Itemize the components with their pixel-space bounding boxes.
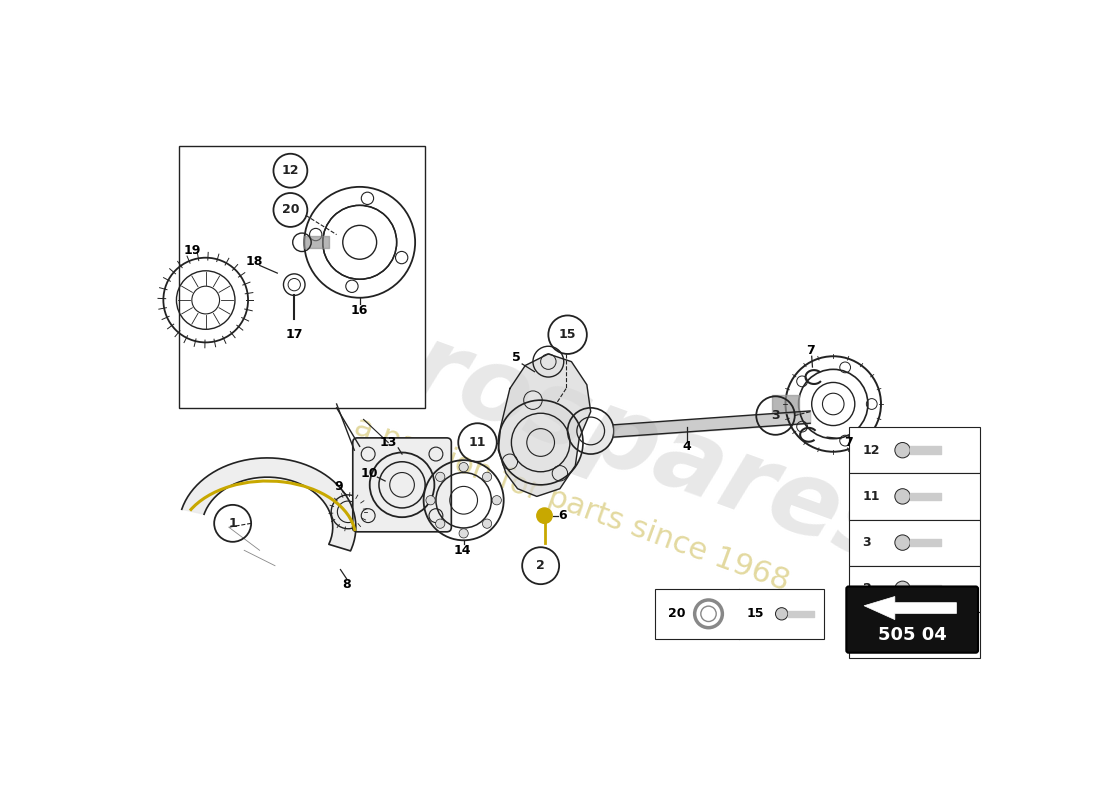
Text: 3: 3 [862,536,871,549]
Circle shape [492,496,502,505]
Text: 12: 12 [862,444,880,457]
Bar [178,146,425,408]
Text: 10: 10 [361,467,378,480]
Circle shape [483,519,492,528]
Text: 11: 11 [469,436,486,449]
Text: 2: 2 [537,559,544,572]
Circle shape [459,529,469,538]
Text: 6: 6 [559,509,568,522]
Circle shape [895,535,911,550]
Circle shape [895,442,911,458]
Text: 9: 9 [334,480,343,493]
Text: 3: 3 [771,409,780,422]
Polygon shape [498,354,591,496]
Circle shape [701,606,716,622]
Text: 505 04: 505 04 [878,626,946,644]
Text: 20: 20 [282,203,299,217]
Text: 7: 7 [845,436,853,449]
Text: 4: 4 [683,440,691,453]
Bar [849,519,979,566]
FancyBboxPatch shape [353,438,451,532]
Circle shape [436,519,444,528]
Text: 17: 17 [286,328,302,341]
Bar [849,566,979,612]
Text: 15: 15 [747,607,764,620]
Text: 15: 15 [559,328,576,341]
Text: 11: 11 [862,490,880,503]
Text: a passion for parts since 1968: a passion for parts since 1968 [350,412,793,597]
Text: 13: 13 [379,436,397,449]
Text: 20: 20 [669,607,686,620]
Text: 19: 19 [184,243,201,257]
Text: 8: 8 [342,578,351,591]
Bar [849,427,979,474]
Text: 16: 16 [351,303,369,317]
Circle shape [695,600,723,628]
Circle shape [895,489,911,504]
Bar [849,612,979,658]
Circle shape [895,627,911,642]
Text: 12: 12 [282,164,299,177]
Circle shape [459,462,469,472]
Text: 1: 1 [862,629,871,642]
Text: 7: 7 [806,344,814,357]
Text: 5: 5 [512,351,520,364]
Text: 1: 1 [229,517,236,530]
Bar [849,474,979,519]
Text: 18: 18 [245,255,263,268]
Circle shape [436,472,444,482]
Text: 2: 2 [862,582,871,595]
Circle shape [426,496,436,505]
Text: eurospares: eurospares [261,267,913,587]
Bar [654,589,824,639]
Circle shape [537,508,552,523]
Circle shape [483,472,492,482]
Polygon shape [182,458,355,551]
Text: 14: 14 [453,544,471,557]
Circle shape [776,608,788,620]
FancyBboxPatch shape [846,586,978,653]
Polygon shape [865,597,957,619]
Circle shape [895,581,911,597]
